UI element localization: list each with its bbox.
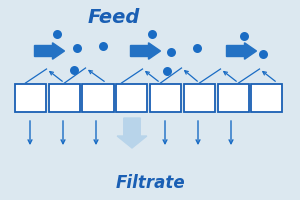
Bar [218,84,249,112]
Bar [15,84,46,112]
Bar [116,84,147,112]
Point [149,32,154,36]
Point [169,50,173,54]
Point [55,32,59,36]
Text: Filtrate: Filtrate [115,174,185,192]
FancyArrow shape [117,118,147,148]
Point [194,46,199,50]
FancyArrow shape [34,43,64,59]
Point [101,44,106,48]
Bar [82,84,113,112]
Point [260,52,265,56]
Point [242,34,247,38]
Bar [150,84,181,112]
Text: Feed: Feed [88,8,140,27]
Bar [184,84,215,112]
Point [71,68,76,72]
FancyArrow shape [130,43,160,59]
Point [164,69,169,73]
FancyArrow shape [226,43,256,59]
Point [74,46,79,50]
Bar [49,84,80,112]
Bar [251,84,282,112]
